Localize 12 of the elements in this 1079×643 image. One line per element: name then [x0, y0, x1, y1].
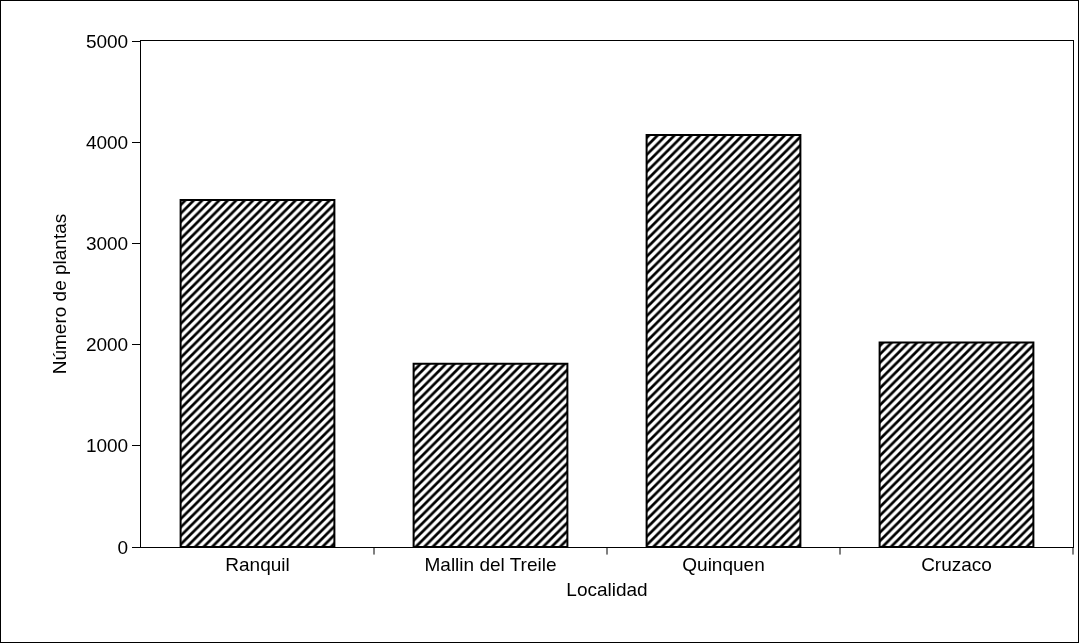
x-tick-label: Ranquil	[225, 553, 290, 575]
x-axis-title: Localidad	[566, 578, 648, 600]
y-tick-label: 1000	[85, 435, 129, 457]
y-axis-title: Número de plantas	[48, 213, 70, 375]
x-tick-label: Mallin del Treile	[424, 553, 557, 575]
x-tick-label: Cruzaco	[921, 553, 992, 575]
y-tick-label: 3000	[85, 233, 129, 255]
y-tick-label: 2000	[85, 334, 129, 356]
y-tick-label: 4000	[85, 131, 129, 153]
y-tick-label: 5000	[85, 30, 129, 52]
y-tick-label: 0	[117, 536, 129, 558]
x-tick-label: Quinquen	[682, 553, 765, 575]
